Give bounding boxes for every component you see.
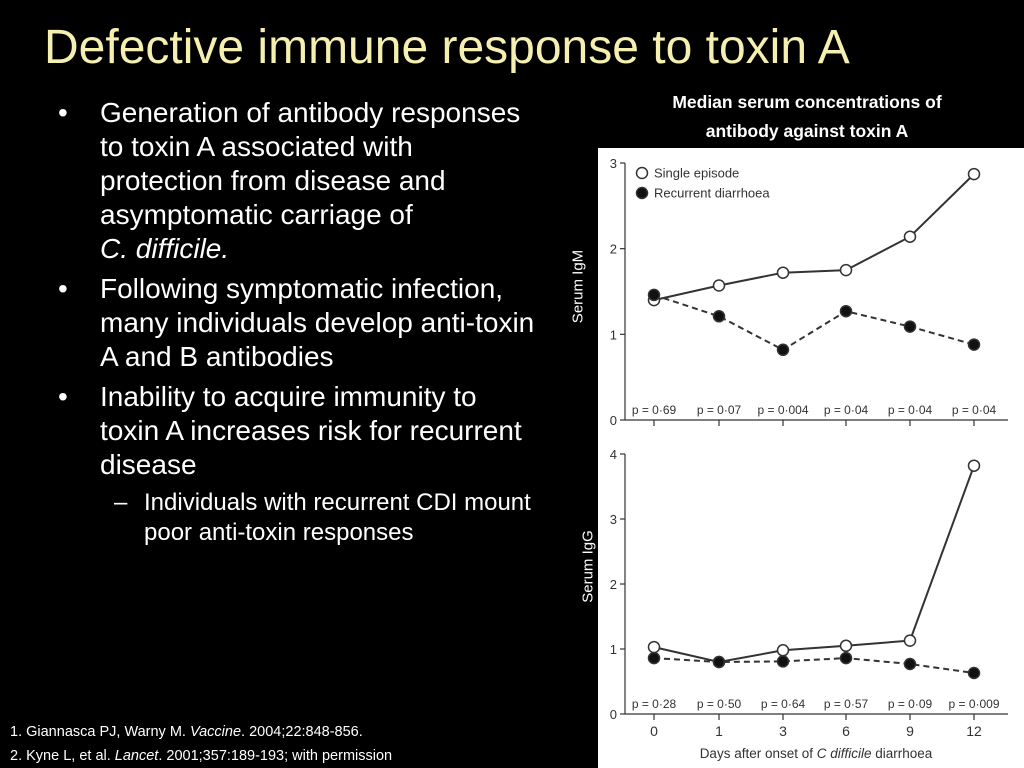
data-point-recurrent [967,666,981,680]
data-point-single [967,167,981,181]
sub-bullet-glyph: – [114,489,128,516]
igg-axis-label: Serum IgG [579,530,597,603]
p-value-label: p = 0·07 [697,403,742,417]
data-point-single [967,459,981,472]
data-point-recurrent [839,651,853,665]
reference-journal: Vaccine [189,724,242,740]
p-value-label: p = 0·09 [888,697,933,711]
x-tick-label: 0 [650,723,658,739]
sub-bullet-text: Individuals with recurrent CDI mount poo… [144,489,531,546]
data-point-recurrent [712,655,726,669]
bullet-item: • Generation of antibody responses to to… [58,96,538,266]
y-tick-label: 2 [610,242,617,257]
series-line-recurrent [653,293,975,351]
bullet-glyph: • [58,273,68,304]
x-axis-label: Days after onset of C difficile diarrhoe… [700,746,933,761]
y-tick-label: 0 [610,707,617,722]
bullet-text: Following symptomatic infection, many in… [100,273,535,372]
reference-details: . 2001;357:189-193; with permission [158,748,393,764]
data-point-single [647,640,661,654]
chart-heading-line-1: Median serum concentrations of [672,92,942,112]
x-tick-label: 1 [715,723,723,739]
series-line-single [653,173,975,302]
data-point-single [776,644,790,657]
igm-axis-label: Serum IgM [569,249,587,324]
bullet-glyph: • [58,381,68,412]
reference-details: . 2004;22:848-856. [241,724,363,740]
p-value-label: p = 0·04 [888,403,933,417]
legend-label: Recurrent diarrhoea [654,186,770,201]
x-axis-label-part: diarrhoea [872,746,933,761]
data-point-single [712,279,726,292]
y-tick-label: 3 [610,156,617,171]
x-axis-label-part: Days after onset of [700,746,817,761]
sub-bullet-item: – Individuals with recurrent CDI mount p… [58,488,538,548]
y-tick-label: 0 [610,413,617,428]
bullet-text: Inability to acquire immunity to toxin A… [100,381,522,480]
data-point-recurrent [712,310,726,323]
y-tick-label: 4 [610,447,617,462]
y-tick-label: 1 [610,327,617,342]
reference-2: 2. Kyne L, et al. Lancet. 2001;357:189-1… [10,744,392,768]
p-value-label: p = 0·64 [761,697,806,711]
p-value-label: p = 0·04 [824,403,869,417]
p-value-label: p = 0·28 [632,697,677,711]
p-value-label: p = 0·04 [952,403,997,417]
data-point-single [903,230,917,243]
series-line-recurrent [653,657,975,674]
bullet-glyph: • [58,97,68,128]
data-point-recurrent [647,288,661,302]
p-value-label: p = 0·69 [632,403,677,417]
data-point-recurrent [903,320,917,333]
y-tick-label: 3 [610,512,617,527]
y-tick-label: 1 [610,642,617,657]
bullet-item: • Following symptomatic infection, many … [58,272,538,374]
data-point-recurrent [776,343,790,357]
bullet-text: Generation of antibody responses to toxi… [100,97,521,230]
reference-authors: 1. Giannasca PJ, Warny M. [10,724,190,740]
bullet-italic-text: C. difficile. [100,233,230,264]
x-axis-label-italic: C difficile [817,746,872,761]
reference-journal: Lancet [114,748,159,764]
data-point-single [776,266,790,279]
x-tick-label: 12 [966,723,982,739]
y-tick-label: 2 [610,577,617,592]
chart-heading-line-2: antibody against toxin A [705,121,909,141]
legend-marker [635,186,649,200]
p-value-label: p = 0·004 [757,403,808,417]
data-point-recurrent [967,338,981,351]
p-value-label: p = 0·50 [697,697,742,711]
p-value-label: p = 0·009 [948,697,999,711]
slide-title: Defective immune response to toxin A [44,21,850,74]
data-point-single [839,263,853,277]
x-tick-label: 3 [779,723,787,739]
data-point-recurrent [903,657,917,671]
reference-authors: 2. Kyne L, et al. [10,748,115,764]
data-point-recurrent [647,651,661,665]
reference-1: 1. Giannasca PJ, Warny M. Vaccine. 2004;… [10,720,392,744]
legend-label: Single episode [654,166,739,181]
data-point-single [839,639,853,653]
x-tick-label: 9 [906,723,914,739]
data-point-recurrent [776,655,790,668]
bullet-list: • Generation of antibody responses to to… [58,96,538,548]
references: 1. Giannasca PJ, Warny M. Vaccine. 2004;… [10,720,392,768]
p-value-label: p = 0·57 [824,697,869,711]
data-point-recurrent [839,304,853,318]
chart-heading: Median serum concentrations of antibody … [600,88,1014,146]
bullet-item: • Inability to acquire immunity to toxin… [58,380,538,482]
data-point-single [903,634,917,647]
legend-marker [635,166,649,180]
x-tick-label: 6 [842,723,850,739]
series-line-single [653,465,975,664]
